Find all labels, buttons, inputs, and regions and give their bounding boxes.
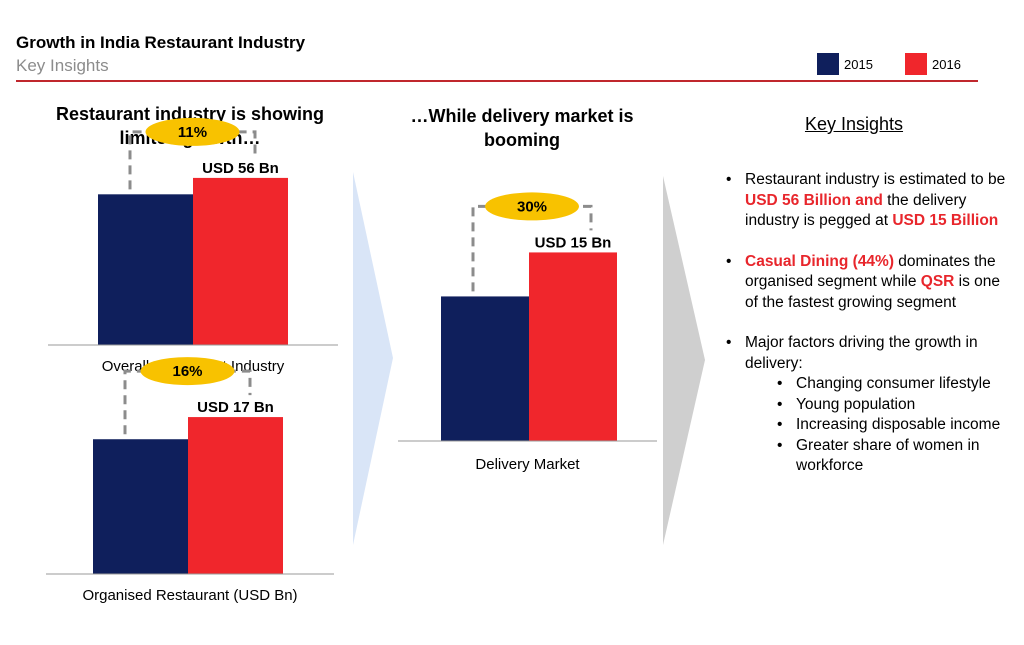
right-arrow-shape-1 <box>353 172 393 545</box>
data-label: USD 56 Bn <box>202 160 279 177</box>
header-divider <box>16 80 978 82</box>
growth-label: 30% <box>517 198 547 215</box>
insight-1-highlight-a: USD 56 Billion and <box>745 191 883 209</box>
insight-1-text-a: Restaurant industry is estimated to be <box>745 171 1006 188</box>
insight-1-highlight-b: USD 15 Billion <box>892 212 999 229</box>
bar-2015 <box>441 296 529 441</box>
bar-2016 <box>529 252 617 441</box>
x-axis-label: Organised Restaurant (USD Bn) <box>82 587 297 604</box>
legend-swatch-2016 <box>905 53 927 75</box>
middle-heading-line-2: booming <box>484 130 560 150</box>
bar-2016 <box>188 417 283 574</box>
bar-2015 <box>93 439 188 574</box>
middle-heading: …While delivery market is booming <box>372 104 672 152</box>
insight-bullet-1: Restaurant industry is estimated to be U… <box>724 170 1014 232</box>
page-subtitle: Key Insights <box>16 56 109 75</box>
data-label: USD 17 Bn <box>197 399 274 416</box>
legend-item-2015: 2015 <box>817 53 873 75</box>
left-heading-line-1: Restaurant industry is showing <box>55 104 325 124</box>
growth-oval <box>485 192 579 221</box>
insight-2-text-a: dominates the organised segment while <box>745 252 996 291</box>
insight-3-intro: Major factors driving the growth in deli… <box>745 334 978 372</box>
growth-oval <box>145 117 240 146</box>
legend-label-2015: 2015 <box>844 56 873 72</box>
insight-2-text-b: is one of the fastest growing segment <box>745 273 1001 311</box>
insight-2-highlight-b: QSR <box>920 273 955 290</box>
insight-2-highlight-a: Casual Dining (44%) <box>745 252 894 270</box>
growth-label: 11% <box>178 124 207 141</box>
bar-2015 <box>98 194 193 345</box>
insight-bullet-3: Major factors driving the growth in deli… <box>724 333 1014 374</box>
factor-item: Young population <box>724 395 1014 416</box>
legend-swatch-2015 <box>817 53 839 75</box>
growth-oval <box>140 357 235 386</box>
insight-1-text-b: the delivery industry is pegged at <box>745 191 967 230</box>
page-title: Growth in India Restaurant Industry <box>16 33 306 52</box>
factor-item: Greater share of women in workforce <box>724 436 1014 477</box>
data-label: USD 15 Bn <box>535 234 612 251</box>
legend-label-2016: 2016 <box>932 56 961 72</box>
factor-item: Changing consumer lifestyle <box>724 374 1014 395</box>
growth-label: 16% <box>172 363 202 380</box>
bar-2016 <box>193 177 288 345</box>
right-arrow-shape-2 <box>663 176 705 545</box>
insights-heading: Key Insights <box>804 114 904 134</box>
legend-item-2016: 2016 <box>905 53 961 75</box>
x-axis-label: Delivery Market <box>475 456 580 473</box>
insight-bullet-2: Casual Dining (44%) dominates the organi… <box>724 252 1014 314</box>
middle-heading-line-1: …While delivery market is <box>410 106 634 126</box>
insights-list: Restaurant industry is estimated to be U… <box>724 170 1014 477</box>
factor-item: Increasing disposable income <box>724 415 1014 436</box>
